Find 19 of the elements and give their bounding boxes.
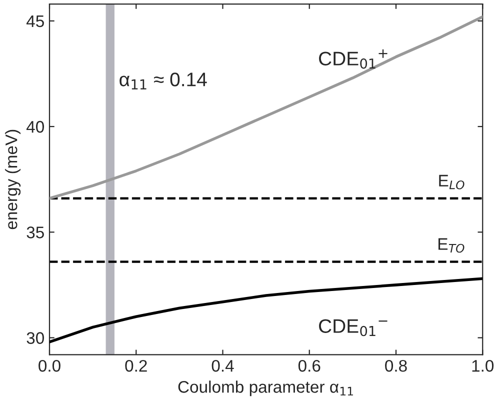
line-series <box>50 15 483 200</box>
x-tick-label: 0.6 <box>298 360 320 372</box>
x-tick-label: 0.4 <box>212 360 234 372</box>
x-tick-label: 0.2 <box>125 360 147 372</box>
band-label: α$_{11}$ ≈ 0.14 <box>120 72 207 90</box>
y-tick-label: 35 <box>26 226 44 238</box>
x-tick-label: 1.0 <box>472 360 494 372</box>
y-axis-title: energy (meV) <box>5 130 21 230</box>
y-tick-label: 30 <box>26 332 44 344</box>
line-series <box>50 277 483 344</box>
ref-line-label: E$_{TO}$ <box>438 238 464 253</box>
x-tick-label: 0.8 <box>385 360 407 372</box>
x-axis-title: Coulomb parameter α$_{11}$ <box>178 380 353 396</box>
y-tick-label: 40 <box>26 120 44 133</box>
ref-line-label: E$_{LO}$ <box>439 174 464 190</box>
x-tick-label: 0.0 <box>38 360 60 372</box>
y-tick-label: 45 <box>26 16 44 28</box>
series-label: CDE$_{01}$$^{−}$ <box>319 319 388 336</box>
series-label: CDE$_{01}$$^{+}$ <box>319 49 388 69</box>
